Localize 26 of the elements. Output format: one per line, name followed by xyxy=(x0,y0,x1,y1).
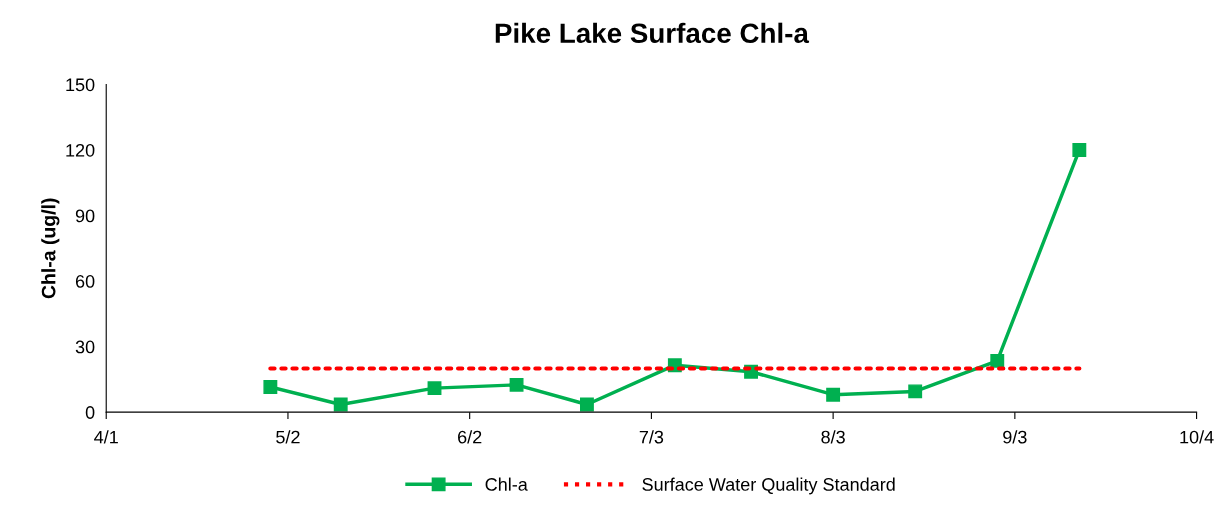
y-tick-label: 90 xyxy=(75,209,95,223)
y-tick-label: 120 xyxy=(66,143,95,157)
point xyxy=(427,381,442,396)
x-tick-label: 6/2 xyxy=(458,430,482,444)
point xyxy=(263,380,278,394)
y-tick-label: 60 xyxy=(75,275,95,288)
point xyxy=(826,387,841,402)
x-tick-label: 10/4 xyxy=(1180,430,1214,444)
x-tick-label: 8/3 xyxy=(821,430,845,444)
y-axis-title: Chl-a (ug/l) xyxy=(41,198,60,299)
y-tick-label: 0 xyxy=(85,406,95,419)
x-tick-label: 7/3 xyxy=(639,430,664,444)
point xyxy=(908,384,923,399)
point xyxy=(1072,143,1087,157)
legend-label: Surface Water Quality Standard xyxy=(642,477,895,495)
point xyxy=(509,377,524,392)
legend-label: Chl-a xyxy=(485,477,528,491)
y-tick-label: 150 xyxy=(66,78,95,92)
chart-title: Pike Lake Surface Chl-a xyxy=(495,22,810,44)
x-tick-label: 9/3 xyxy=(1003,430,1027,444)
x-tick-label: 4/1 xyxy=(94,430,118,444)
y-tick-label: 30 xyxy=(75,340,95,354)
x-tick-label: 5/2 xyxy=(276,430,300,444)
point xyxy=(333,397,348,412)
point xyxy=(579,397,594,412)
point xyxy=(990,353,1005,368)
